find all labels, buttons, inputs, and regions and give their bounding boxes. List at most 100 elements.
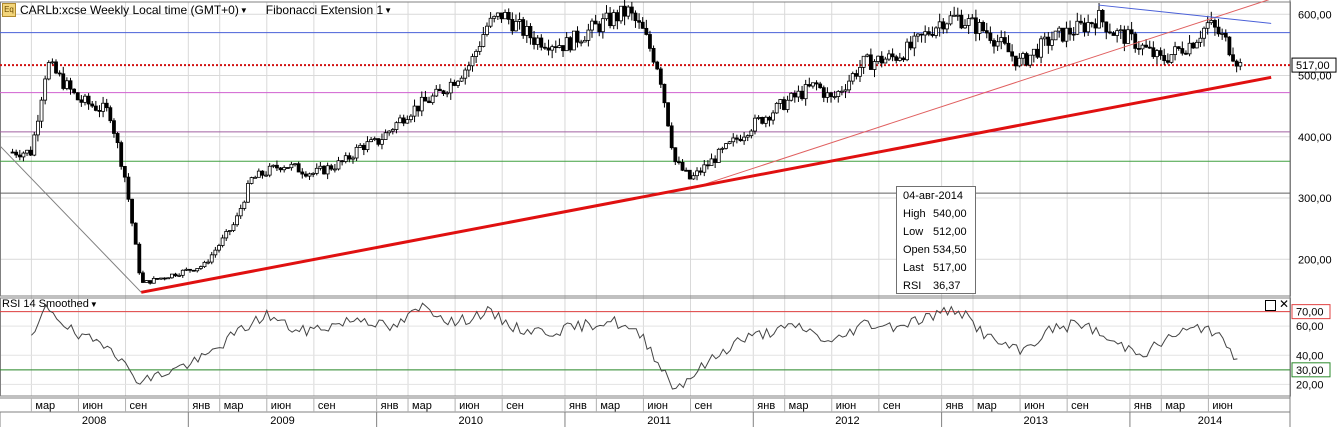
candle-body xyxy=(709,158,714,166)
candle-body xyxy=(369,139,373,143)
candle-body xyxy=(86,95,91,105)
close-panel-icon[interactable]: ✕ xyxy=(1279,297,1290,311)
year-label: 2009 xyxy=(270,415,294,427)
candle-body xyxy=(680,161,685,171)
candle-body xyxy=(390,129,395,132)
candle-body xyxy=(543,46,547,49)
candle-body xyxy=(872,61,877,70)
rsi-tick-label: 30,00 xyxy=(1296,365,1324,377)
indicator-dropdown-icon[interactable]: ▼ xyxy=(384,5,393,15)
candle-body xyxy=(488,17,493,27)
candle-body xyxy=(148,280,153,284)
maximize-panel-icon[interactable] xyxy=(1265,300,1276,311)
candle-body xyxy=(75,92,80,101)
candle-body xyxy=(905,41,909,61)
candle-body xyxy=(724,143,728,149)
rsi-panel-title[interactable]: RSI 14 Smoothed▼ xyxy=(2,298,98,310)
candle-body xyxy=(318,165,323,169)
candle-body xyxy=(626,6,631,17)
candle-body xyxy=(988,32,993,41)
candle-body xyxy=(984,30,989,34)
candle-body xyxy=(177,274,182,277)
candle-body xyxy=(1147,46,1152,49)
candle-body xyxy=(380,139,384,145)
candle-body xyxy=(720,147,725,150)
candle-body xyxy=(1173,46,1177,55)
candle-body xyxy=(1234,60,1239,67)
tooltip-row-high: High 540,00 xyxy=(903,208,967,220)
candle-body xyxy=(1209,20,1214,24)
candle-body xyxy=(861,55,866,68)
candle-body xyxy=(858,67,862,77)
rsi-dropdown-icon[interactable]: ▼ xyxy=(89,300,98,309)
candle-body xyxy=(655,61,660,70)
candle-body xyxy=(376,138,381,145)
candle-body xyxy=(430,95,435,104)
candle-body xyxy=(405,119,410,124)
candle-body xyxy=(144,280,149,283)
candle-body xyxy=(753,117,757,132)
symbol-title[interactable]: CARLb:xcse Weekly Local time (GMT+0) xyxy=(20,3,239,17)
candle-body xyxy=(887,53,891,60)
month-label: июн xyxy=(82,400,102,412)
year-label: 2012 xyxy=(835,415,859,427)
candle-body xyxy=(39,99,44,122)
last-price-label: 517,00 xyxy=(1296,60,1330,72)
candle-body xyxy=(1086,22,1091,33)
candle-body xyxy=(383,132,388,140)
candle-body xyxy=(459,77,464,82)
candle-body xyxy=(1006,42,1011,53)
month-label: сен xyxy=(130,400,148,412)
candle-body xyxy=(1031,48,1036,56)
month-label: янв xyxy=(946,400,964,412)
candle-body xyxy=(246,183,250,203)
candle-body xyxy=(1021,53,1025,59)
candle-body xyxy=(112,120,116,134)
price-tick-label: 500,00 xyxy=(1298,71,1332,83)
candle-body xyxy=(557,45,562,48)
candle-body xyxy=(789,92,794,101)
candle-body xyxy=(79,99,84,103)
rsi-tick-label: 60,00 xyxy=(1296,321,1324,333)
candle-body xyxy=(666,102,670,127)
candle-body xyxy=(955,14,960,17)
candle-body xyxy=(101,102,105,112)
indicator-title[interactable]: Fibonacci Extension 1 xyxy=(265,3,384,17)
candle-body xyxy=(1133,33,1138,49)
candle-body xyxy=(325,165,330,175)
candle-body xyxy=(926,31,931,35)
candle-body xyxy=(807,84,812,87)
last-price-badge xyxy=(1291,57,1337,73)
candle-body xyxy=(264,174,268,177)
candle-body xyxy=(184,268,189,271)
candle-body xyxy=(930,33,935,36)
candle-body xyxy=(50,61,55,64)
candle-body xyxy=(1205,22,1210,29)
candle-body xyxy=(314,167,319,174)
candle-body xyxy=(46,62,51,80)
month-label: июн xyxy=(1024,400,1044,412)
candle-body xyxy=(133,222,138,245)
candle-body xyxy=(941,21,946,30)
candle-body xyxy=(1002,37,1007,44)
candle-body xyxy=(412,105,417,117)
symbol-dropdown-icon[interactable]: ▼ xyxy=(239,5,248,15)
candle-body xyxy=(1144,44,1149,48)
candle-body xyxy=(1082,22,1087,33)
candle-body xyxy=(322,165,326,175)
candle-body xyxy=(104,102,109,109)
candle-body xyxy=(282,167,287,171)
candle-body xyxy=(510,18,515,32)
candle-body xyxy=(575,30,580,43)
candle-body xyxy=(434,88,439,97)
candle-body xyxy=(267,165,272,176)
rsi-level-badge xyxy=(1291,362,1331,378)
equity-icon: Eq xyxy=(2,3,16,17)
candle-body xyxy=(351,157,355,160)
month-label: июн xyxy=(459,400,479,412)
candle-body xyxy=(452,81,457,86)
candle-body xyxy=(648,34,652,49)
candle-body xyxy=(1013,55,1018,67)
month-label: янв xyxy=(1134,400,1152,412)
candle-body xyxy=(141,272,145,283)
